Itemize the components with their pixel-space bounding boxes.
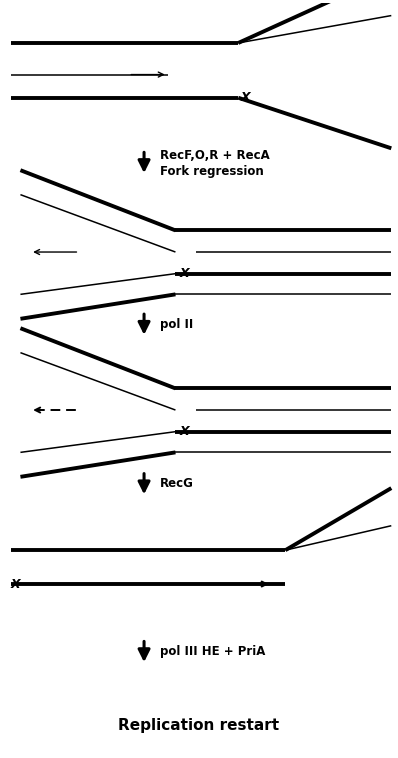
- Text: pol II: pol II: [160, 318, 193, 331]
- Text: X: X: [179, 267, 189, 280]
- Text: pol III HE + PriA: pol III HE + PriA: [160, 645, 265, 658]
- Text: Fork regression: Fork regression: [160, 165, 263, 178]
- Text: X: X: [11, 578, 20, 590]
- Text: RecG: RecG: [160, 478, 194, 490]
- Text: Replication restart: Replication restart: [119, 718, 279, 733]
- Text: X: X: [240, 91, 250, 105]
- Text: RecF,O,R + RecA: RecF,O,R + RecA: [160, 149, 269, 161]
- Text: X: X: [179, 425, 189, 438]
